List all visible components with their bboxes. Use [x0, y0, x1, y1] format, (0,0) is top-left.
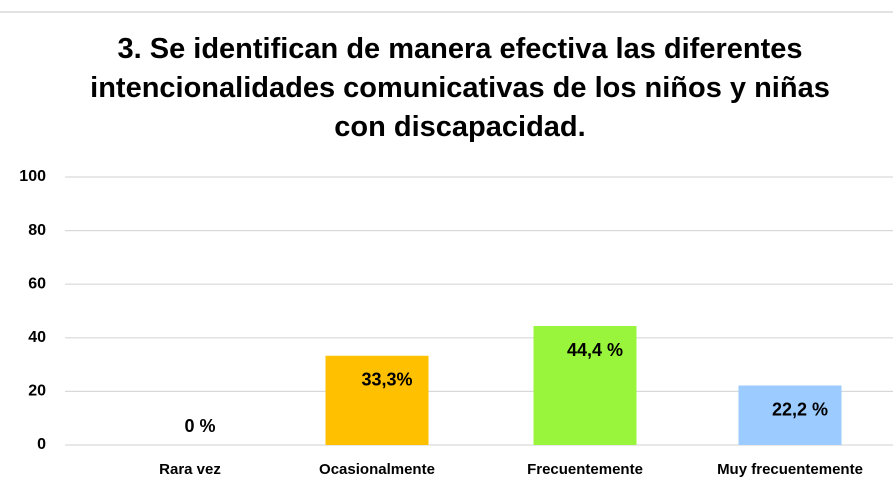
- chart-title: 3. Se identifican de manera efectiva las…: [90, 33, 830, 143]
- value-label: 33,3%: [361, 370, 412, 390]
- y-tick-label: 100: [19, 168, 46, 185]
- x-tick-label: Rara vez: [159, 461, 221, 478]
- value-label: 22,2 %: [772, 399, 828, 419]
- bar: [738, 385, 842, 445]
- x-tick-label: Frecuentemente: [527, 461, 643, 478]
- y-tick-label: 80: [28, 222, 46, 239]
- bar: [533, 326, 637, 445]
- value-label: 0 %: [184, 416, 215, 436]
- bar: [325, 355, 429, 445]
- y-tick-label: 0: [37, 436, 46, 453]
- x-tick-label: Muy frecuentemente: [717, 461, 863, 478]
- value-label: 44,4 %: [567, 340, 623, 360]
- y-tick-label: 60: [28, 275, 46, 292]
- y-tick-label: 20: [28, 383, 46, 400]
- x-tick-label: Ocasionalmente: [319, 461, 435, 478]
- y-tick-label: 40: [28, 329, 46, 346]
